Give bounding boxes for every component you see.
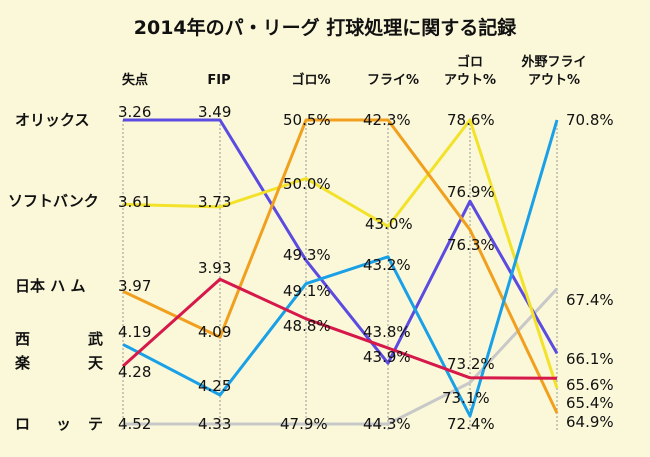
value-label-nipponham-col4: 43.8% — [363, 323, 411, 341]
chart-title: 2014年のパ・リーグ 打球処理に関する記録 — [134, 16, 517, 39]
value-label-seibu-col4: 43.9% — [363, 348, 411, 366]
column-headers: 失点 FIP ゴロ% フライ% ゴロ アウト% 外野フライ アウト% — [122, 54, 587, 88]
value-label-nipponham-col1: 3.97 — [118, 277, 151, 295]
team-label-nipponham: 日本 ハ ム — [15, 277, 85, 295]
col-header-ofout-line2: アウト% — [528, 73, 580, 88]
value-labels: 3.26 3.61 3.97 4.28 4.19 4.52 3.49 3.73 4.09 3.93… — [118, 103, 614, 433]
team-label-orix: オリックス — [15, 111, 90, 129]
value-label-orix-col1: 3.26 — [118, 103, 151, 121]
series-lines — [121, 118, 559, 426]
value-label-rakuten-col6: 70.8% — [566, 111, 614, 129]
col-header-flyball-pct: フライ% — [367, 73, 419, 88]
value-label-rakuten-col2: 4.25 — [198, 377, 231, 395]
series-line-nipponham — [122, 118, 559, 414]
team-label-lotte-2: ッ — [56, 415, 71, 433]
team-label-rakuten-2: 天 — [88, 354, 104, 372]
value-label-seibu-col6: 65.6% — [566, 376, 614, 394]
value-label-lotte-col4: 44.3% — [363, 415, 411, 433]
value-label-softbank-col2: 3.73 — [198, 193, 231, 211]
value-label-softbank-col4: 43.0% — [365, 215, 413, 233]
team-label-softbank: ソフトバンク — [8, 192, 99, 210]
value-label-lotte-col3: 47.9% — [280, 415, 328, 433]
value-label-rakuten-col3: 49.1% — [283, 282, 331, 300]
col-header-groundout-line2: アウト% — [444, 73, 496, 88]
value-label-seibu-col1: 4.28 — [118, 363, 151, 381]
series-line-orix — [123, 118, 559, 365]
value-label-nipponham-col6: 64.9% — [566, 413, 614, 431]
team-label-seibu-2: 武 — [88, 330, 103, 348]
value-label-rakuten-col1: 4.19 — [118, 323, 151, 341]
team-label-rakuten-1: 楽 — [15, 354, 31, 372]
value-label-softbank-col1: 3.61 — [118, 193, 151, 211]
value-label-orix-col2: 3.49 — [198, 103, 231, 121]
value-label-nipponham-col2: 4.09 — [198, 323, 231, 341]
value-label-lotte-col5: 73.1% — [442, 389, 490, 407]
team-label-seibu-1: 西 — [15, 330, 30, 348]
series-line-seibu — [121, 277, 558, 380]
value-label-orix-col6: 66.1% — [566, 350, 614, 368]
value-label-softbank-col6: 65.4% — [566, 394, 614, 412]
value-label-seibu-col5: 73.2% — [447, 355, 495, 373]
value-label-lotte-col1: 4.52 — [118, 415, 151, 433]
team-label-lotte-1: ロ — [15, 415, 30, 433]
team-label-lotte-3: テ — [88, 415, 103, 433]
value-label-nipponham-col5: 76.3% — [447, 236, 495, 254]
value-label-rakuten-col4: 43.2% — [363, 256, 411, 274]
value-label-seibu-col3: 48.8% — [283, 317, 331, 335]
value-label-orix-col4: 42.3% — [363, 111, 411, 129]
col-header-runs: 失点 — [122, 72, 148, 88]
series-line-rakuten — [122, 119, 559, 418]
value-label-softbank-col5: 78.6% — [447, 111, 495, 129]
value-label-rakuten-col5: 72.4% — [447, 415, 495, 433]
team-labels: オリックス ソフトバンク 日本 ハ ム 西 武 楽 天 ロ ッ テ — [8, 111, 104, 433]
value-label-orix-col3: 50.5% — [283, 111, 331, 129]
value-label-lotte-col6: 67.4% — [566, 291, 614, 309]
value-label-seibu-col2: 3.93 — [198, 259, 231, 277]
col-header-groundball-pct: ゴロ% — [291, 72, 330, 88]
col-header-groundout-line1: ゴロ — [457, 54, 483, 70]
col-header-fip: FIP — [207, 73, 230, 88]
value-label-orix-col5: 76.9% — [447, 183, 495, 201]
col-header-ofout-line1: 外野フライ — [520, 54, 586, 70]
value-label-nipponham-col3: 49.3% — [283, 246, 331, 264]
value-label-softbank-col3: 50.0% — [283, 175, 331, 193]
series-line-softbank — [122, 118, 559, 389]
value-label-lotte-col2: 4.33 — [198, 415, 231, 433]
